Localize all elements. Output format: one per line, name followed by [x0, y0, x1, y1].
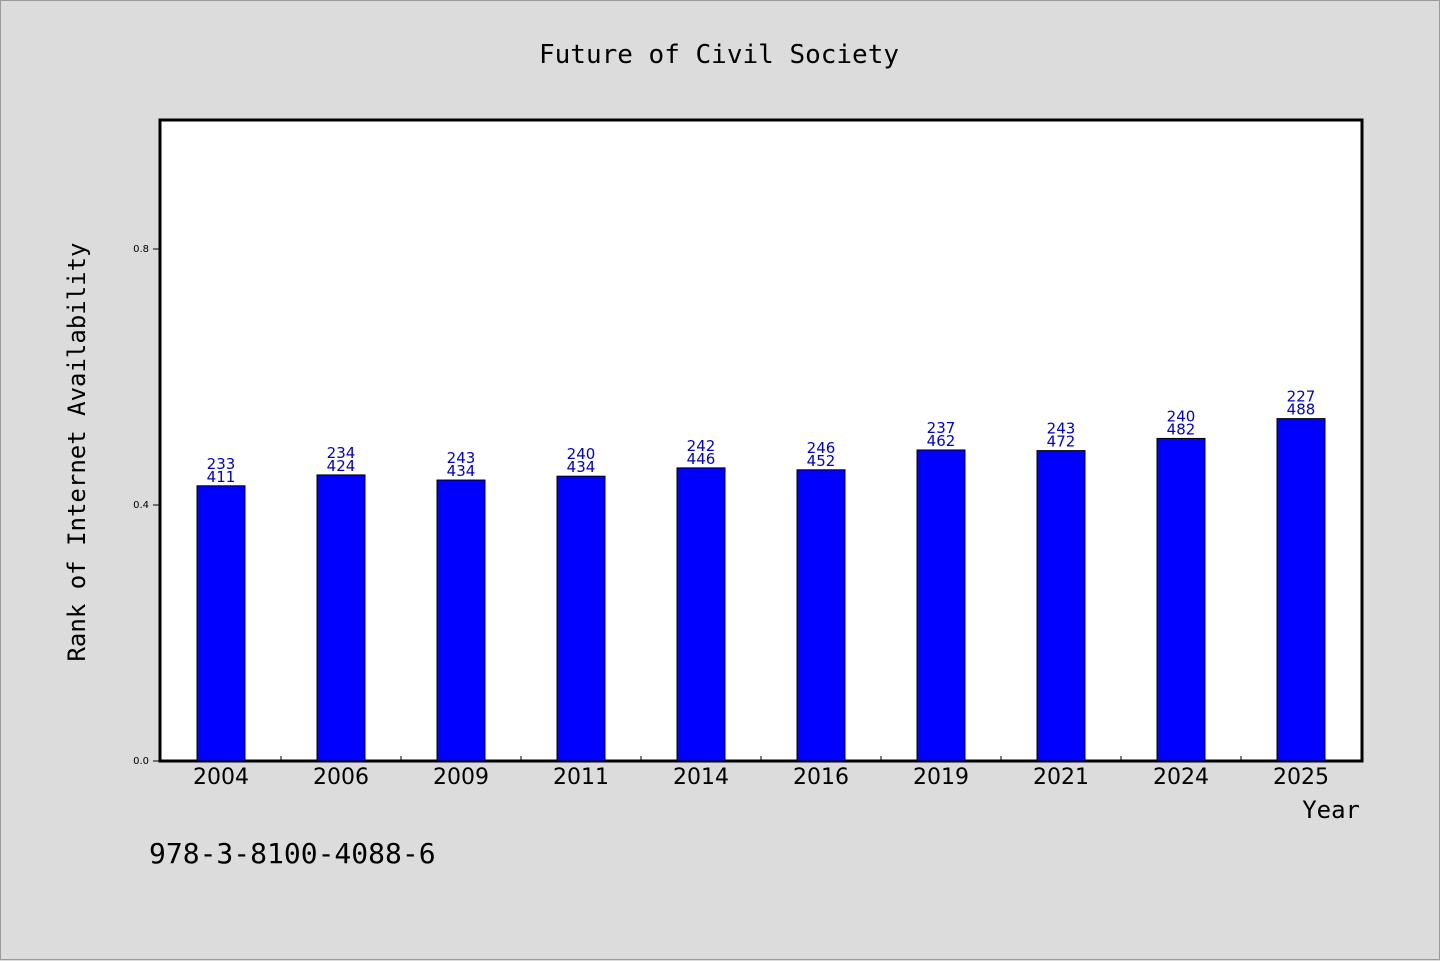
bars-group [196, 418, 1326, 762]
x-tick-label-2004: 2004 [193, 765, 249, 790]
data-label-top-2004: 233 [207, 455, 236, 473]
bar-2009 [436, 479, 486, 762]
x-tick-label-2014: 2014 [673, 765, 729, 790]
bar-2019 [916, 449, 966, 762]
data-label-top-2016: 246 [807, 439, 836, 457]
data-label-top-2025: 227 [1287, 388, 1316, 406]
y-tick-label: 0.8 [133, 244, 149, 255]
x-tick-label-2025: 2025 [1273, 765, 1329, 790]
data-label-bottom-2019: 462 [927, 432, 956, 450]
data-label-top-2009: 243 [447, 449, 476, 467]
x-tick-label-2009: 2009 [433, 765, 489, 790]
x-tick-label-2024: 2024 [1153, 765, 1209, 790]
bar-2011 [556, 475, 606, 762]
x-tick-label-2011: 2011 [553, 765, 609, 790]
data-label-top-2019: 237 [927, 419, 956, 437]
data-label-top-2011: 240 [567, 445, 596, 463]
data-label-bottom-2014: 446 [687, 450, 716, 468]
bar-2021 [1036, 450, 1086, 762]
y-tick-label: 0.4 [133, 500, 149, 511]
data-label-bottom-2004: 411 [207, 468, 236, 486]
bar-2006 [316, 474, 366, 762]
data-label-bottom-2011: 434 [567, 458, 596, 476]
data-label-top-2021: 243 [1047, 420, 1076, 438]
x-tick-label-2016: 2016 [793, 765, 849, 790]
bar-2016 [796, 469, 846, 762]
data-label-bottom-2009: 434 [447, 462, 476, 480]
data-label-bottom-2025: 488 [1287, 401, 1316, 419]
x-axis-title: Year [1302, 796, 1360, 824]
data-label-bottom-2016: 452 [807, 452, 836, 470]
isbn-footer: 978-3-8100-4088-6 [149, 837, 436, 870]
y-tick-label: 0.0 [133, 756, 149, 767]
data-label-top-2014: 242 [687, 437, 716, 455]
y-axis-title: Rank of Internet Availability [63, 242, 91, 661]
data-label-bottom-2006: 424 [327, 457, 356, 475]
bar-2014 [676, 467, 726, 762]
chart-title: Future of Civil Society [539, 40, 899, 70]
bar-2024 [1156, 437, 1206, 762]
y-axis: 0.0 0.4 0.8 [133, 244, 161, 767]
data-label-top-2024: 240 [1167, 407, 1196, 425]
bar-2025 [1276, 418, 1326, 762]
data-label-bottom-2024: 482 [1167, 420, 1196, 438]
bar-2004 [196, 485, 246, 762]
data-label-top-2006: 234 [327, 444, 356, 462]
x-axis: 2004 2006 2009 2011 2014 2016 2019 2021 2024 2025 [193, 756, 1329, 790]
x-tick-label-2021: 2021 [1033, 765, 1089, 790]
data-label-bottom-2021: 472 [1047, 433, 1076, 451]
x-tick-label-2006: 2006 [313, 765, 369, 790]
x-tick-label-2019: 2019 [913, 765, 969, 790]
